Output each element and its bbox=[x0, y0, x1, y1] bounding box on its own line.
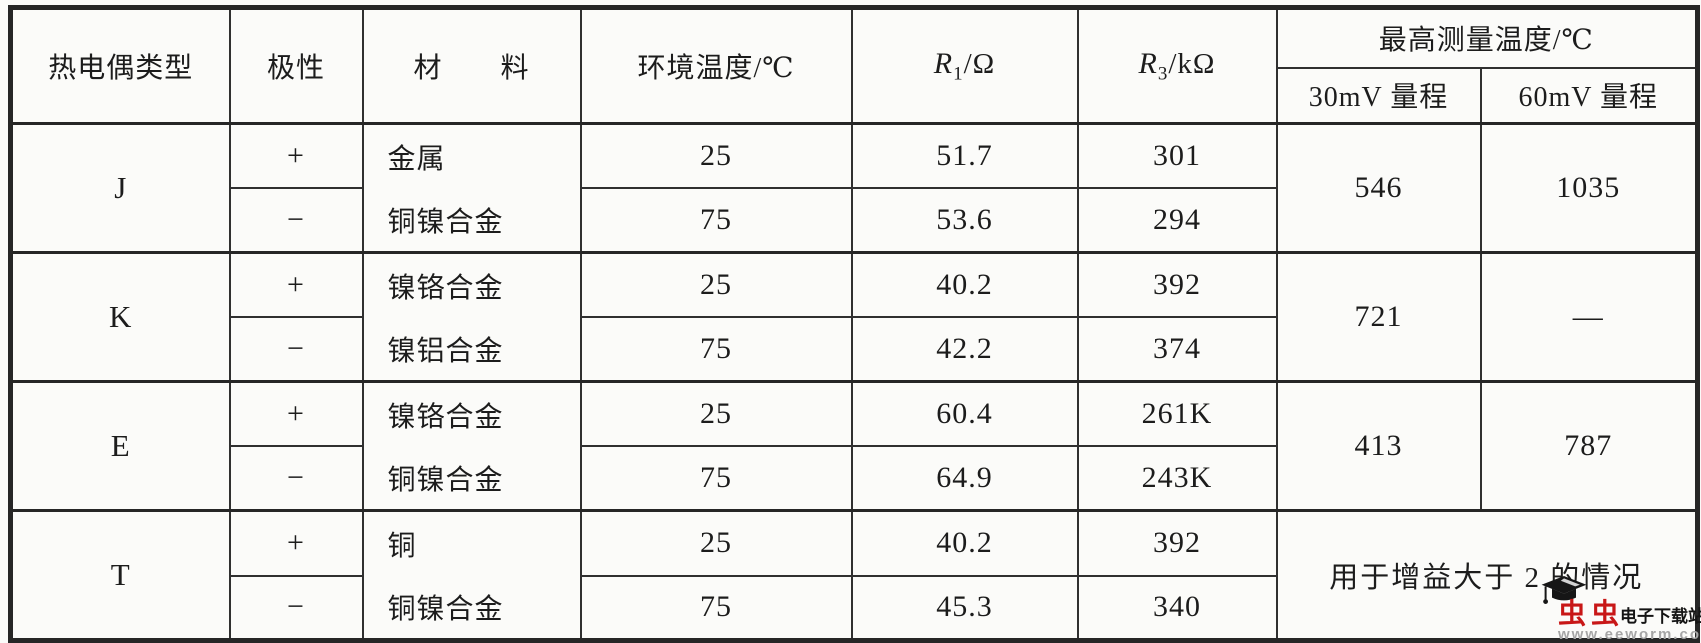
ambient-temp-value: 75 bbox=[579, 574, 853, 642]
max-temp-30mv: 721 bbox=[1275, 251, 1482, 383]
material-cell: 镍铬合金 镍铝合金 bbox=[361, 251, 582, 383]
col-header-range-60mv: 60mV 量程 bbox=[1479, 66, 1699, 125]
material-stack: 镍铬合金 镍铝合金 bbox=[364, 254, 580, 380]
table-row-t-positive: T + 铜 铜镍合金 25 40.2 392 用于增益大于 2 的情况 bbox=[9, 509, 1699, 642]
material-negative: 铜镍合金 bbox=[387, 593, 504, 625]
type-e: E bbox=[9, 380, 231, 512]
max-temp-60mv: 787 bbox=[1479, 380, 1699, 512]
polarity-value: + bbox=[228, 509, 364, 577]
ambient-temp-value: 25 bbox=[579, 380, 853, 447]
ambient-temp-value: 25 bbox=[579, 251, 853, 318]
type-t: T bbox=[9, 509, 231, 642]
polarity-value: − bbox=[228, 187, 364, 254]
max-temp-60mv: — bbox=[1479, 251, 1699, 383]
ambient-temp-value: 25 bbox=[579, 509, 853, 577]
col-header-max-temp: 最高测量温度/℃ bbox=[1275, 6, 1699, 69]
table-row-k-positive: K + 镍铬合金 镍铝合金 25 40.2 392 721 — bbox=[9, 251, 1699, 383]
watermark-brand-text: 虫虫 bbox=[1558, 598, 1625, 629]
header-row-1: 热电偶类型 极性 材 料 环境温度/℃ R1/Ω R3/kΩ 最高测量温度/℃ bbox=[9, 6, 1699, 125]
r1-symbol: R bbox=[933, 46, 954, 80]
max-temp-30mv: 546 bbox=[1275, 122, 1482, 254]
col-header-polarity: 极性 bbox=[228, 6, 364, 125]
ambient-temp-value: 75 bbox=[579, 187, 853, 254]
material-negative: 镍铝合金 bbox=[387, 335, 504, 367]
r3-symbol: R bbox=[1138, 46, 1158, 80]
col-header-material: 材 料 bbox=[361, 6, 582, 125]
ambient-temp-value: 75 bbox=[579, 445, 853, 512]
r1-value: 42.2 bbox=[850, 316, 1079, 383]
r1-value: 53.6 bbox=[850, 187, 1079, 254]
material-positive: 镍铬合金 bbox=[387, 401, 504, 433]
r3-subscript: 3 bbox=[1157, 63, 1169, 85]
col-header-r3: R3/kΩ bbox=[1076, 6, 1278, 125]
r3-value: 243K bbox=[1076, 445, 1278, 512]
col-header-range-30mv: 30mV 量程 bbox=[1275, 66, 1482, 125]
col-header-thermocouple-type: 热电偶类型 bbox=[9, 6, 231, 125]
r3-value: 261K bbox=[1076, 380, 1278, 447]
type-j: J bbox=[9, 122, 231, 254]
table-row-j-negative: − 75 53.6 294 bbox=[11, 187, 1698, 254]
material-positive: 金属 bbox=[387, 143, 446, 175]
gain-note: 用于增益大于 2 的情况 bbox=[1275, 509, 1699, 642]
table-row-e-negative: − 75 64.9 243K bbox=[11, 445, 1698, 512]
r1-value: 51.7 bbox=[850, 122, 1079, 189]
watermark-site-label: 电子下载站 bbox=[1620, 607, 1701, 626]
material-positive: 铜 bbox=[387, 530, 417, 562]
r1-unit: /Ω bbox=[963, 47, 996, 80]
watermark-url: www.eeworm.com bbox=[1558, 626, 1701, 643]
r3-value: 294 bbox=[1076, 187, 1278, 254]
r3-value: 392 bbox=[1076, 251, 1278, 318]
thermocouple-resistor-table: 热电偶类型 极性 材 料 环境温度/℃ R1/Ω R3/kΩ 最高测量温度/℃ … bbox=[8, 5, 1701, 643]
max-temp-60mv: 1035 bbox=[1479, 122, 1699, 254]
r3-value: 340 bbox=[1076, 574, 1278, 642]
polarity-value: + bbox=[228, 251, 364, 318]
r1-value: 40.2 bbox=[850, 251, 1079, 318]
r1-value: 45.3 bbox=[850, 574, 1079, 642]
r3-unit: /kΩ bbox=[1168, 47, 1216, 80]
table-row-e-positive: E + 镍铬合金 铜镍合金 25 60.4 261K 413 787 bbox=[9, 380, 1699, 512]
polarity-value: − bbox=[228, 445, 364, 512]
table-row-k-negative: − 75 42.2 374 bbox=[11, 316, 1698, 383]
graduation-cap-icon bbox=[1541, 576, 1587, 604]
material-stack: 铜 铜镍合金 bbox=[364, 512, 580, 638]
r1-value: 64.9 bbox=[850, 445, 1079, 512]
table-row-t-negative: − 75 45.3 340 bbox=[11, 574, 1698, 642]
header-row-2: 30mV 量程 60mV 量程 bbox=[11, 66, 1699, 125]
material-negative: 铜镍合金 bbox=[387, 464, 504, 496]
polarity-value: − bbox=[228, 574, 364, 642]
ambient-temp-value: 25 bbox=[579, 122, 853, 189]
material-cell: 铜 铜镍合金 bbox=[361, 509, 582, 642]
table-row-j-positive: J + 金属 铜镍合金 25 51.7 301 546 1035 bbox=[9, 122, 1699, 254]
polarity-value: + bbox=[228, 380, 364, 447]
material-cell: 镍铬合金 铜镍合金 bbox=[361, 380, 582, 512]
polarity-value: + bbox=[228, 122, 364, 189]
col-header-r1: R1/Ω bbox=[850, 6, 1079, 125]
r1-subscript: 1 bbox=[953, 63, 964, 85]
r3-value: 301 bbox=[1076, 122, 1278, 189]
ambient-temp-value: 75 bbox=[579, 316, 853, 383]
material-stack: 金属 铜镍合金 bbox=[364, 125, 580, 251]
material-cell: 金属 铜镍合金 bbox=[361, 122, 582, 254]
polarity-value: − bbox=[228, 316, 364, 383]
watermark: 虫虫 电子下载站 www.eeworm.com bbox=[1498, 570, 1701, 643]
material-stack: 镍铬合金 铜镍合金 bbox=[364, 383, 580, 509]
r3-value: 392 bbox=[1076, 509, 1278, 577]
r1-value: 60.4 bbox=[850, 380, 1079, 447]
material-negative: 铜镍合金 bbox=[387, 206, 504, 238]
type-k: K bbox=[9, 251, 231, 383]
r1-value: 40.2 bbox=[850, 509, 1079, 577]
col-header-ambient-temp: 环境温度/℃ bbox=[579, 6, 853, 125]
r3-value: 374 bbox=[1076, 316, 1278, 383]
max-temp-30mv: 413 bbox=[1275, 380, 1482, 512]
material-positive: 镍铬合金 bbox=[387, 272, 504, 304]
